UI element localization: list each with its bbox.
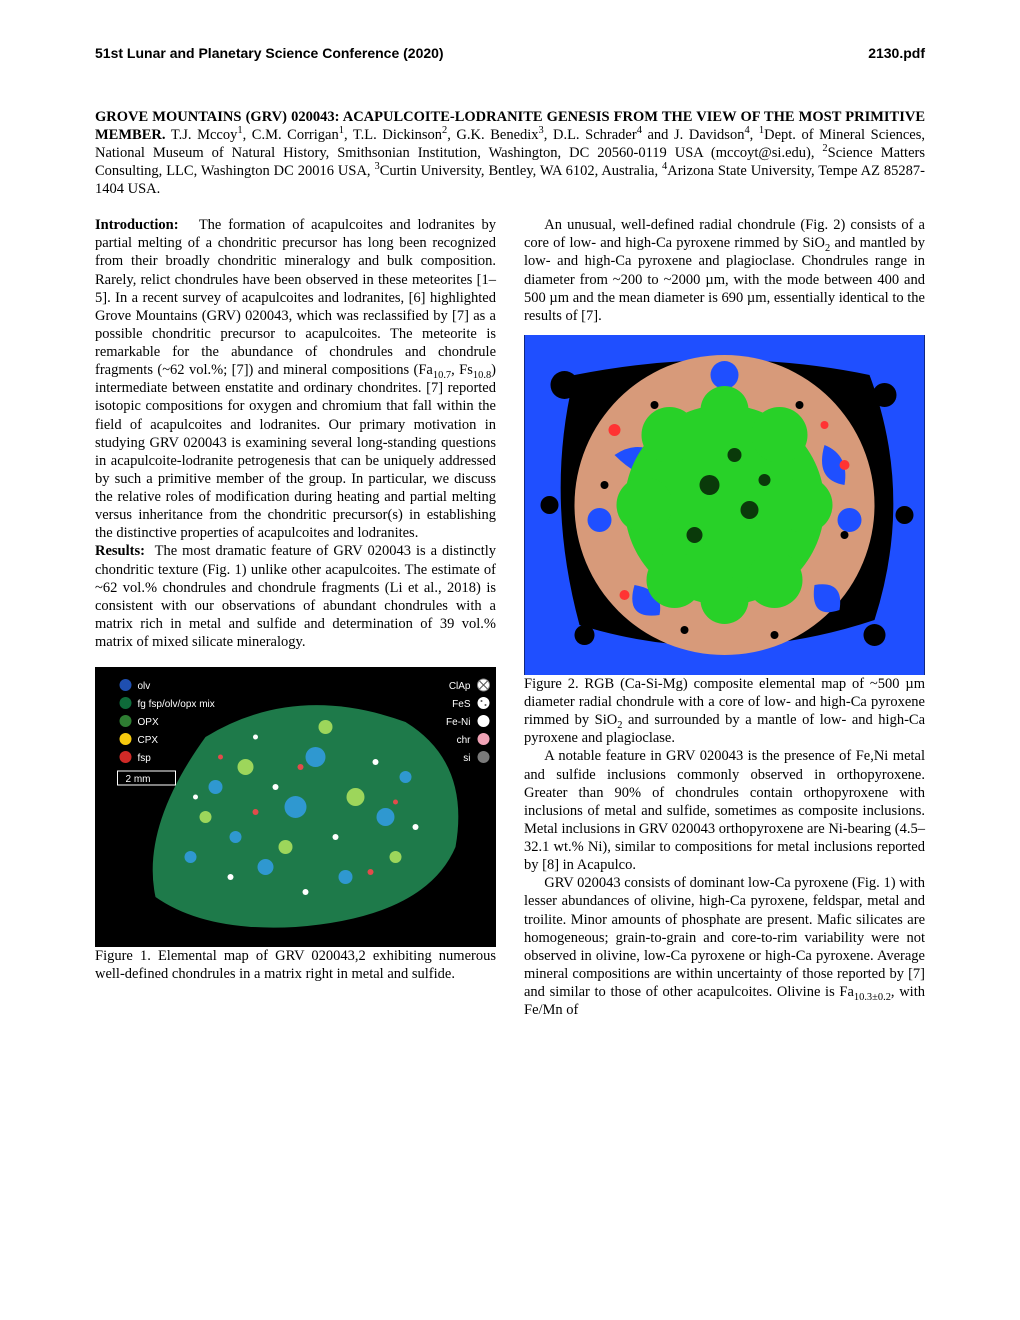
introduction-text: The formation of acapulcoites and lodran… — [95, 217, 496, 541]
svg-text:olv: olv — [138, 681, 151, 692]
pdf-id: 2130.pdf — [868, 45, 925, 63]
page: 51st Lunar and Planetary Science Confere… — [0, 0, 1020, 1320]
two-column-body: Introduction: The formation of acapulcoi… — [95, 216, 925, 1019]
svg-text:2 mm: 2 mm — [126, 774, 151, 785]
svg-text:chr: chr — [457, 735, 472, 746]
svg-text:CPX: CPX — [138, 735, 159, 746]
left-column: Introduction: The formation of acapulcoi… — [95, 216, 496, 1019]
svg-text:si: si — [463, 753, 470, 764]
authors-affiliations: T.J. Mccoy1, C.M. Corrigan1, T.L. Dickin… — [95, 127, 925, 197]
chondrule-description-paragraph: An unusual, well-defined radial chondrul… — [524, 216, 925, 325]
mineralogy-paragraph: GRV 020043 consists of dominant low-Ca p… — [524, 874, 925, 1019]
metal-inclusions-paragraph: A notable feature in GRV 020043 is the p… — [524, 747, 925, 874]
results-heading: Results: — [95, 543, 145, 559]
figure-2-caption: Figure 2. RGB (Ca-Si-Mg) composite eleme… — [524, 675, 925, 748]
title-block: GROVE MOUNTAINS (GRV) 020043: ACAPULCOIT… — [95, 108, 925, 199]
right-column: An unusual, well-defined radial chondrul… — [524, 216, 925, 1019]
figure-1-caption: Figure 1. Elemental map of GRV 020043,2 … — [95, 947, 496, 983]
svg-text:fsp: fsp — [138, 753, 152, 764]
svg-text:FeS: FeS — [452, 699, 471, 710]
results-paragraph: Results: The most dramatic feature of GR… — [95, 542, 496, 651]
svg-text:Fe-Ni: Fe-Ni — [446, 717, 470, 728]
figure-1-image: olv fg fsp/olv/opx mix OPX CPX fsp 2 mm … — [95, 667, 496, 947]
figure-1-container: olv fg fsp/olv/opx mix OPX CPX fsp 2 mm … — [95, 667, 496, 983]
running-header: 51st Lunar and Planetary Science Confere… — [95, 45, 925, 63]
figure-2-image — [524, 335, 925, 675]
svg-text:ClAp: ClAp — [449, 681, 471, 692]
introduction-heading: Introduction: — [95, 217, 179, 233]
svg-text:OPX: OPX — [138, 717, 159, 728]
svg-text:fg fsp/olv/opx mix: fg fsp/olv/opx mix — [138, 699, 215, 710]
conference-name: 51st Lunar and Planetary Science Confere… — [95, 45, 444, 63]
results-text: The most dramatic feature of GRV 020043 … — [95, 543, 496, 650]
introduction-paragraph: Introduction: The formation of acapulcoi… — [95, 216, 496, 542]
